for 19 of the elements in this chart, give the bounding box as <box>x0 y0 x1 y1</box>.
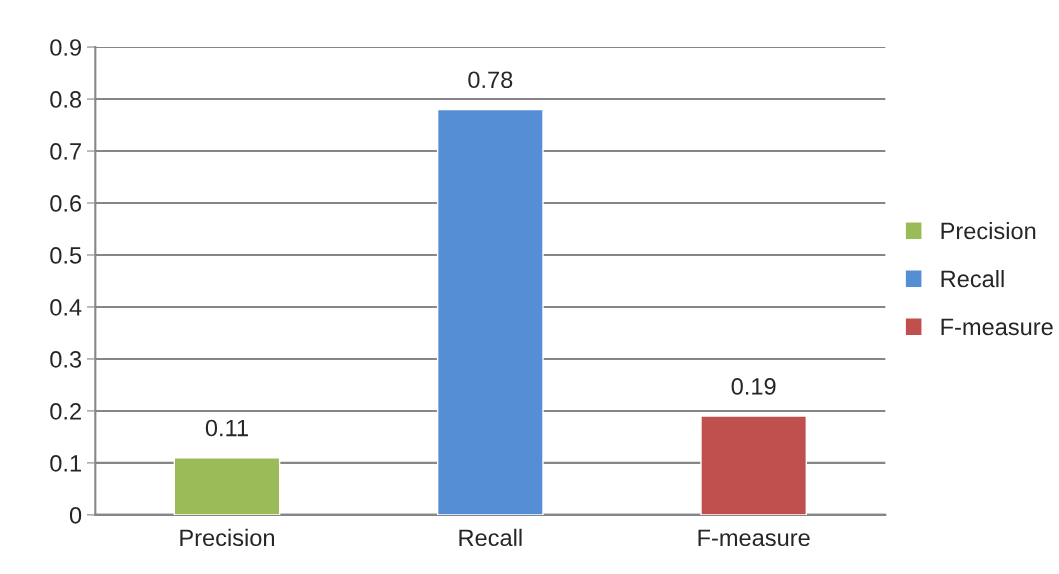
y-tick-label: 0.5 <box>50 247 82 264</box>
y-tick-label: 0.9 <box>50 39 81 56</box>
y-tick-label: 0.6 <box>50 195 82 212</box>
y-tick-label: 0.2 <box>50 402 81 420</box>
legend-label: Precision <box>941 221 1036 240</box>
legend-label: F-measure <box>941 318 1053 336</box>
y-tick-label: 0 <box>69 506 82 524</box>
x-tick-label: Recall <box>459 528 522 547</box>
data-label: 0.11 <box>205 419 248 437</box>
y-tick-label: 0.4 <box>50 299 82 316</box>
y-tick-label: 0.3 <box>50 351 82 368</box>
x-tick-label: Precision <box>180 528 274 547</box>
y-tick-label: 0.7 <box>50 143 81 160</box>
legend-label: Recall <box>941 269 1004 288</box>
data-label: 0.19 <box>731 378 776 395</box>
y-tick-label: 0.8 <box>50 91 82 108</box>
y-tick-label: 0.1 <box>50 454 81 472</box>
x-tick-label: F-measure <box>698 529 810 547</box>
data-label: 0.78 <box>468 71 513 89</box>
